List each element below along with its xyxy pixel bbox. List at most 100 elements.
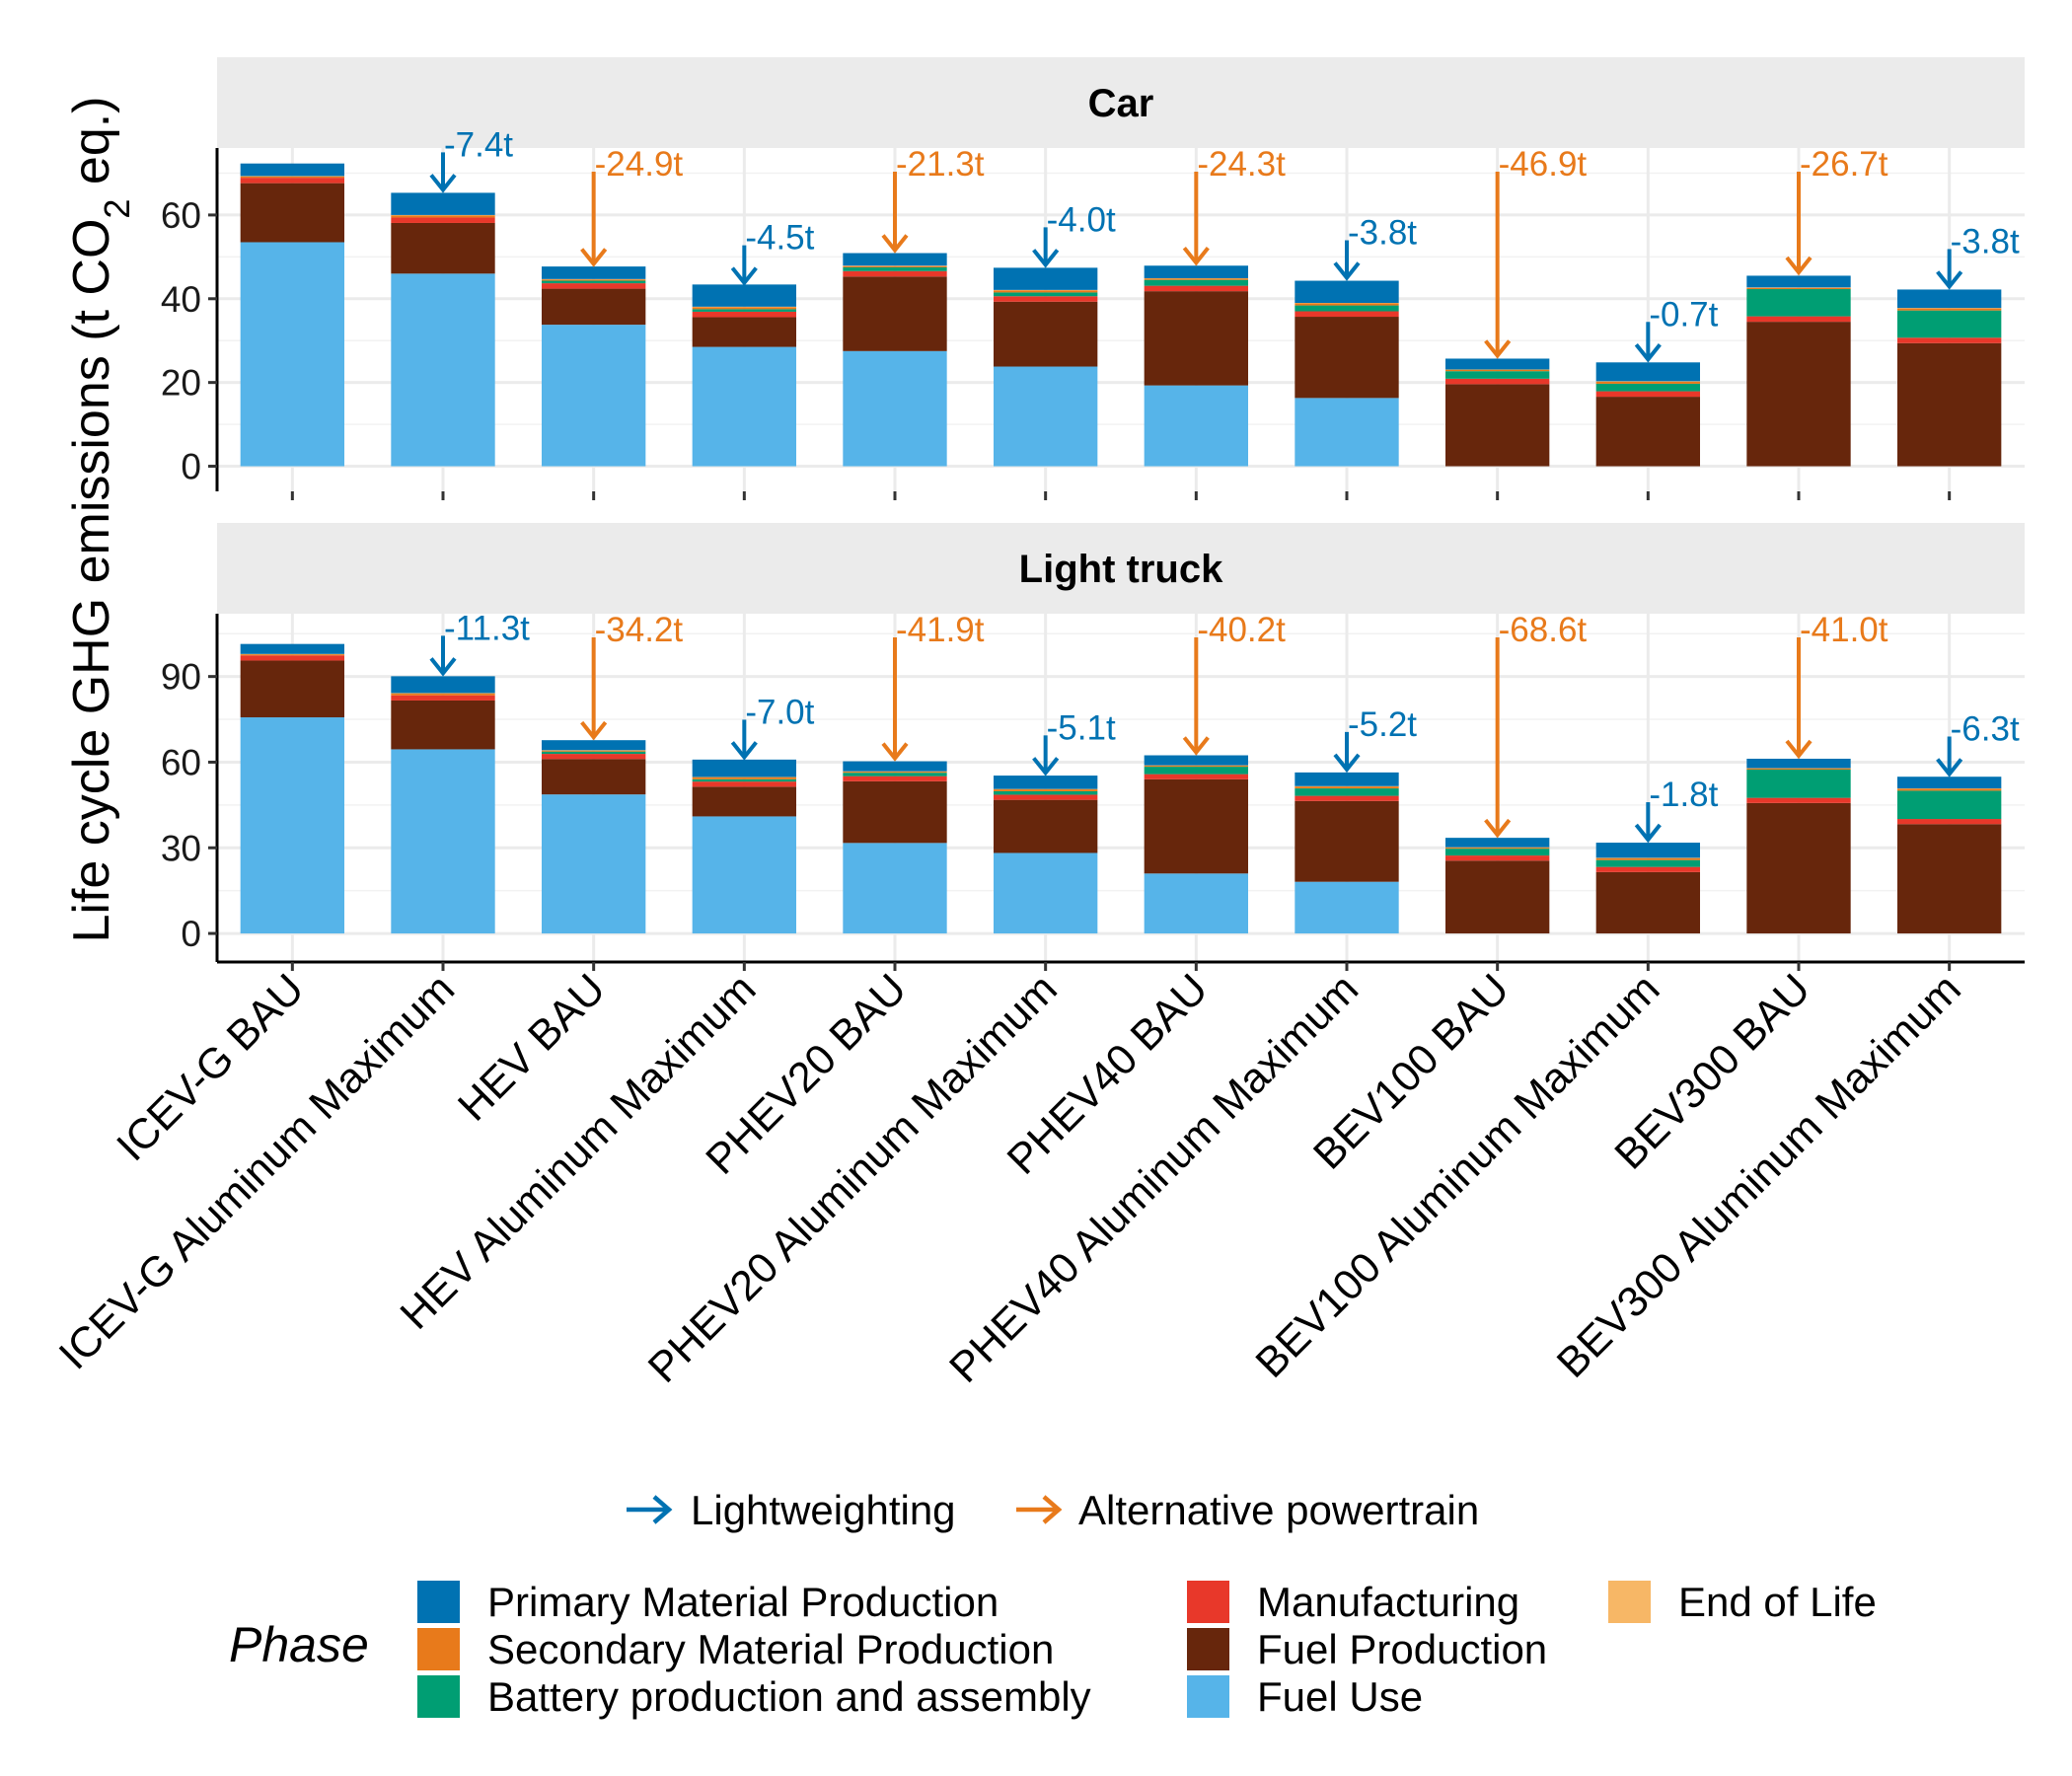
legend-arrow-label: Alternative powertrain [1078, 1487, 1479, 1533]
bar-segment-battery-production-and-assembly [1746, 769, 1851, 798]
bar-segment-end-of-life [1896, 308, 2002, 309]
bar-segment-primary-material-production [1295, 280, 1399, 304]
bar-segment-end-of-life [391, 693, 495, 694]
bar-segment-battery-production-and-assembly [541, 280, 646, 284]
bar-segment-manufacturing [391, 217, 495, 223]
bar-segment-end-of-life [1595, 857, 1701, 858]
arrow-head [881, 742, 909, 762]
arrow-head [1634, 823, 1662, 844]
bar-segment-manufacturing [1144, 285, 1249, 292]
y-axis-label: Life cycle GHG emissions (t CO2 eq.) [63, 96, 137, 942]
arrow-head [1333, 261, 1361, 281]
bar-segment-battery-production-and-assembly [1295, 305, 1399, 312]
annotation-label: -7.0t [745, 693, 814, 731]
legend-swatch-primary-material-production [417, 1581, 460, 1623]
legend-swatch-manufacturing [1187, 1581, 1229, 1623]
arrow-head [580, 248, 608, 267]
bar-segment-battery-production-and-assembly [692, 309, 797, 312]
bar-segment-secondary-material-production [1144, 278, 1249, 280]
facet-title: Car [1088, 82, 1154, 125]
bar-segment-manufacturing [240, 655, 345, 661]
bar-segment-primary-material-production [692, 284, 797, 307]
bar-segment-fuel-production [391, 700, 495, 750]
bar-segment-fuel-use [240, 242, 345, 467]
bar-segment-primary-material-production [1896, 289, 2002, 309]
annotation-label: -4.0t [1047, 200, 1116, 239]
bar-segment-secondary-material-production [1896, 308, 2002, 311]
bar-segment-manufacturing [843, 776, 947, 781]
bar-segment-manufacturing [541, 754, 646, 760]
legend-arrow-head [1042, 1495, 1063, 1524]
bar-segment-battery-production-and-assembly [843, 773, 947, 777]
bar-segment-battery-production-and-assembly [993, 790, 1098, 795]
bar-segment-secondary-material-production [391, 215, 495, 218]
bar-segment-fuel-production [1595, 871, 1701, 934]
bar-segment-battery-production-and-assembly [1144, 279, 1249, 286]
bar-segment-fuel-production [692, 317, 797, 347]
bar-segment-end-of-life [692, 777, 797, 778]
annotation-label: -5.1t [1047, 708, 1116, 747]
bar-segment-primary-material-production [692, 759, 797, 777]
bar-segment-secondary-material-production [843, 265, 947, 267]
y-tick-label: 90 [161, 657, 201, 698]
bar-segment-manufacturing [1746, 797, 1851, 803]
annotation-label: -4.5t [745, 219, 814, 258]
bar-segment-battery-production-and-assembly [843, 266, 947, 271]
arrow-head [429, 174, 457, 193]
bar-segment-battery-production-and-assembly [1896, 310, 2002, 338]
bar-segment-secondary-material-production [1746, 287, 1851, 290]
annotation-label: -41.0t [1800, 611, 1888, 649]
bar-segment-end-of-life [1295, 303, 1399, 304]
bar-segment-fuel-use [541, 325, 646, 467]
bar-segment-fuel-production [843, 276, 947, 351]
arrow-head [1634, 343, 1662, 363]
bar-segment-fuel-production [1144, 291, 1249, 386]
bar-segment-end-of-life [1444, 369, 1550, 371]
bar-segment-end-of-life [1444, 847, 1550, 849]
y-tick-label: 60 [161, 195, 201, 236]
bar-segment-fuel-use [993, 366, 1098, 467]
bar-segment-battery-production-and-assembly [1444, 849, 1550, 856]
bar-segment-primary-material-production [1746, 275, 1851, 288]
bar-segment-secondary-material-production [240, 654, 345, 656]
bar-segment-fuel-use [240, 717, 345, 934]
bar-segment-primary-material-production [541, 740, 646, 751]
bar-segment-primary-material-production [240, 643, 345, 654]
y-tick-label: 20 [161, 363, 201, 404]
legend-swatch-secondary-material-production [417, 1628, 460, 1670]
bar-segment-primary-material-production [1444, 358, 1550, 370]
bar-segment-end-of-life [1144, 277, 1249, 279]
bar-segment-manufacturing [541, 283, 646, 289]
bar-segment-primary-material-production [993, 267, 1098, 290]
arrow-head [1333, 753, 1361, 774]
bar-segment-end-of-life [1595, 381, 1701, 382]
bar-segment-manufacturing [391, 695, 495, 701]
bar-segment-primary-material-production [1444, 838, 1550, 848]
y-tick-label: 60 [161, 742, 201, 782]
bar-segment-end-of-life [993, 289, 1098, 291]
annotation-label: -7.4t [444, 125, 513, 164]
bar-segment-manufacturing [993, 296, 1098, 302]
annotation-label: -6.3t [1951, 710, 2020, 749]
bar-segment-battery-production-and-assembly [1595, 383, 1701, 392]
bar-segment-secondary-material-production [993, 290, 1098, 293]
arrow-head [730, 266, 758, 286]
bar-segment-battery-production-and-assembly [1896, 790, 2002, 820]
y-label-text-end: eq.) [63, 96, 120, 198]
arrow-head [1785, 739, 1813, 760]
legend-arrow-label: Lightweighting [691, 1487, 956, 1533]
bar-segment-manufacturing [843, 270, 947, 277]
bar-segment-fuel-use [843, 843, 947, 934]
bar-segment-secondary-material-production [1144, 765, 1249, 768]
bar-segment-primary-material-production [1144, 755, 1249, 766]
bar-segment-fuel-use [692, 816, 797, 934]
legend-label-battery-production-and-assembly: Battery production and assembly [487, 1673, 1091, 1720]
panel-light-truck: Light truck -11.3t -34.2t -7.0t -41.9t -5.1t -… [161, 523, 2025, 971]
legend-swatch-fuel-production [1187, 1628, 1229, 1670]
annotation-label: -46.9t [1499, 145, 1588, 184]
bar-segment-primary-material-production [240, 163, 345, 177]
annotation-label: -3.8t [1951, 222, 2020, 260]
bar-segment-end-of-life [692, 306, 797, 308]
bar-segment-secondary-material-production [391, 693, 495, 696]
